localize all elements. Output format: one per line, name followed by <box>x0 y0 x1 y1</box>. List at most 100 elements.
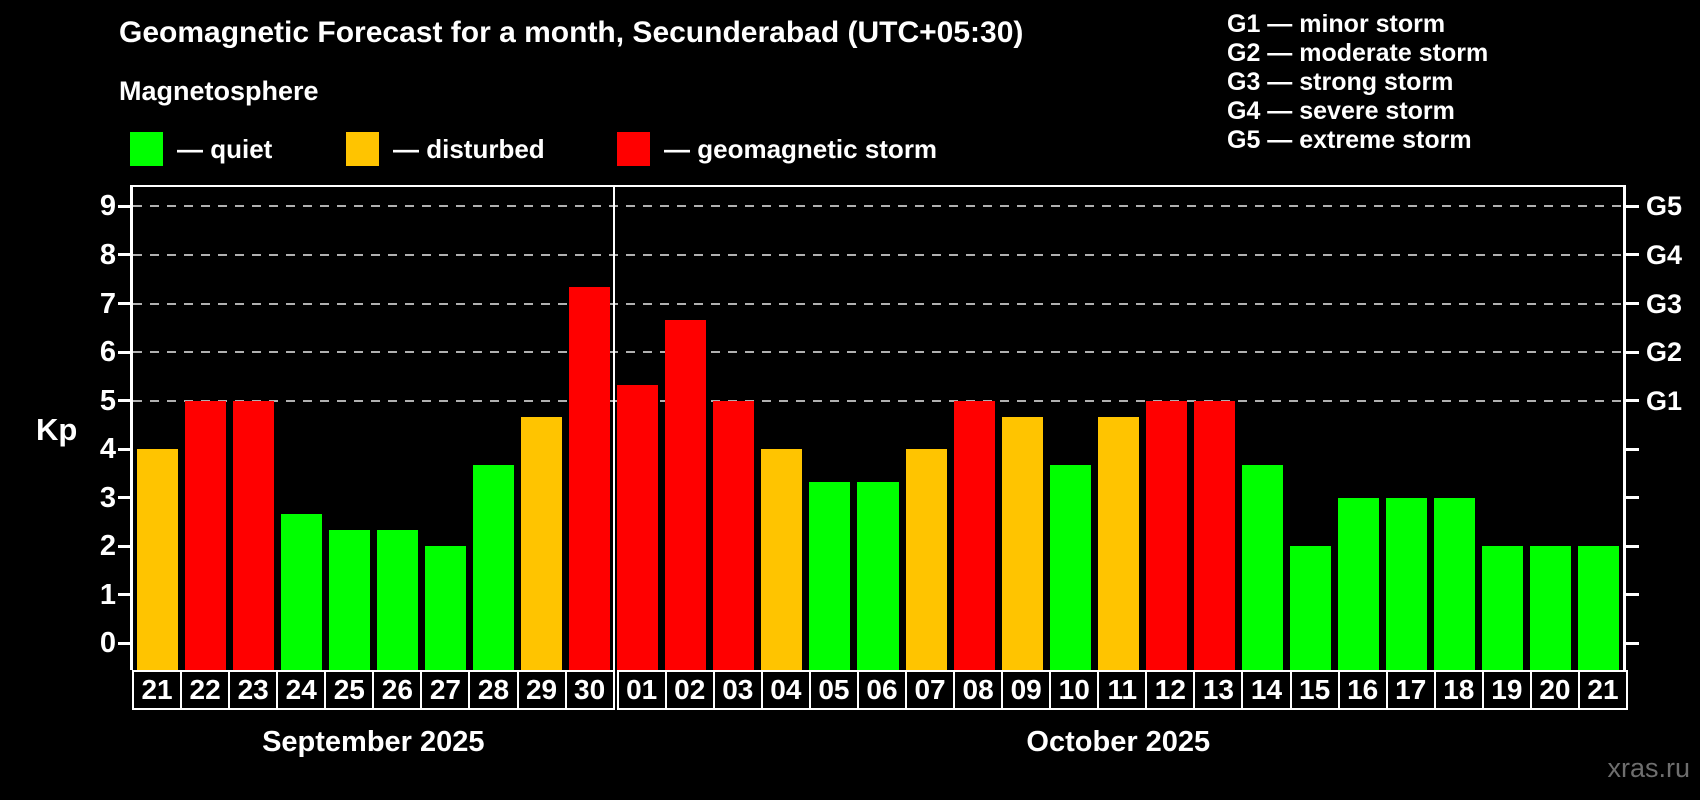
legend-label-disturbed: — disturbed <box>393 133 545 164</box>
y-axis-label-7: 7 <box>99 287 116 320</box>
kp-bar-day-04-disturbed <box>761 449 803 670</box>
kp-bar-day-01-storm <box>617 384 659 670</box>
g-legend-line-g2: G2 — moderate storm <box>1227 39 1489 67</box>
kp-bar-day-17-quiet <box>1386 497 1428 670</box>
day-label-oct-06: 06 <box>856 670 908 710</box>
kp-bar-day-06-quiet <box>857 481 899 670</box>
right-tick-kp-9 <box>1626 204 1639 208</box>
day-label-sep-23: 23 <box>228 670 279 710</box>
day-label-oct-12: 12 <box>1145 670 1196 710</box>
day-label-oct-21: 21 <box>1577 670 1628 710</box>
kp-bar-day-15-quiet <box>1290 546 1332 670</box>
right-axis-label-g4: G4 <box>1646 239 1683 270</box>
left-tick-kp-0 <box>118 641 131 645</box>
day-label-sep-27: 27 <box>420 670 471 710</box>
y-axis-label-1: 1 <box>99 578 116 611</box>
day-label-oct-09: 09 <box>1001 670 1052 710</box>
y-axis-label-8: 8 <box>99 238 116 271</box>
day-label-oct-16: 16 <box>1337 670 1388 710</box>
kp-bar-day-02-storm <box>665 319 707 670</box>
day-label-oct-10: 10 <box>1049 670 1100 710</box>
y-axis-label-3: 3 <box>99 481 116 514</box>
day-label-oct-05: 05 <box>808 670 859 710</box>
kp-bar-day-20-quiet <box>1530 546 1572 670</box>
right-tick-kp-6 <box>1626 350 1639 354</box>
legend-label-storm: — geomagnetic storm <box>664 133 938 164</box>
right-axis-label-g2: G2 <box>1646 337 1683 368</box>
day-label-sep-26: 26 <box>372 670 423 710</box>
kp-bar-day-14-quiet <box>1241 465 1284 670</box>
kp-bar-chart-plot-area <box>130 185 1626 670</box>
g-legend-line-g5: G5 — extreme storm <box>1227 126 1472 154</box>
day-label-oct-17: 17 <box>1385 670 1436 710</box>
left-tick-kp-7 <box>118 302 131 305</box>
day-label-oct-08: 08 <box>953 670 1004 710</box>
chart-subtitle: Magnetosphere <box>119 76 319 106</box>
y-axis-label-0: 0 <box>99 627 116 660</box>
xras-watermark: xras.ru <box>1607 753 1690 783</box>
right-axis-label-g3: G3 <box>1646 288 1683 319</box>
g-scale-legend: G1 — minor storm G2 — moderate storm G3 … <box>1227 10 1488 155</box>
disturbed-color-swatch <box>346 132 379 166</box>
kp-bar-day-26-quiet <box>376 530 418 670</box>
day-label-oct-03: 03 <box>712 670 763 710</box>
kp-bar-day-10-quiet <box>1049 465 1091 670</box>
quiet-color-swatch <box>130 132 163 166</box>
kp-bar-day-11-disturbed <box>1097 416 1139 670</box>
day-label-oct-01: 01 <box>616 670 667 710</box>
y-axis-label-5: 5 <box>99 384 116 417</box>
kp-bar-day-05-quiet <box>809 481 851 670</box>
g-legend-line-g3: G3 — strong storm <box>1227 68 1454 96</box>
y-axis-label-4: 4 <box>99 433 116 466</box>
kp-bar-day-09-disturbed <box>1001 416 1043 670</box>
month-label-0: September 2025 <box>262 726 485 758</box>
kp-bar-day-18-quiet <box>1434 497 1476 670</box>
right-tick-kp-2 <box>1626 544 1639 548</box>
month-label-1: October 2025 <box>1026 726 1211 758</box>
legend-item-storm: — geomagnetic storm <box>617 132 937 166</box>
right-tick-kp-3 <box>1626 496 1639 500</box>
left-tick-kp-4 <box>118 447 131 451</box>
left-tick-kp-8 <box>118 253 131 257</box>
left-tick-kp-2 <box>118 544 131 548</box>
left-tick-kp-1 <box>118 593 131 597</box>
left-tick-kp-6 <box>118 350 131 354</box>
kp-bar-day-03-storm <box>713 400 755 670</box>
day-label-oct-04: 04 <box>760 670 811 710</box>
legend-item-disturbed: — disturbed <box>346 132 545 166</box>
page-title: Geomagnetic Forecast for a month, Secund… <box>119 16 1024 49</box>
day-label-sep-29: 29 <box>516 670 567 710</box>
day-label-oct-02: 02 <box>664 670 715 710</box>
left-tick-kp-3 <box>118 496 131 500</box>
day-label-oct-19: 19 <box>1481 670 1532 710</box>
day-label-oct-20: 20 <box>1529 670 1580 710</box>
kp-bar-day-19-quiet <box>1482 546 1524 670</box>
right-tick-kp-1 <box>1626 593 1639 597</box>
legend-item-quiet: — quiet <box>130 132 272 166</box>
kp-bar-day-07-disturbed <box>905 449 947 670</box>
left-tick-kp-9 <box>118 204 131 208</box>
g-legend-line-g1: G1 — minor storm <box>1227 10 1446 38</box>
day-label-sep-24: 24 <box>276 670 327 710</box>
kp-bar-day-25-quiet <box>328 530 370 670</box>
right-axis-label-g1: G1 <box>1646 385 1683 416</box>
kp-bar-day-21-disturbed <box>136 449 178 670</box>
kp-bar-day-08-storm <box>953 400 995 670</box>
storm-color-swatch <box>617 132 650 166</box>
y-axis-label-9: 9 <box>99 190 116 223</box>
kp-bar-day-21-quiet <box>1578 546 1620 670</box>
kp-bar-day-22-storm <box>184 400 226 670</box>
kp-bar-day-16-quiet <box>1338 497 1380 670</box>
right-tick-kp-7 <box>1626 302 1639 305</box>
day-label-oct-18: 18 <box>1433 670 1484 710</box>
day-label-oct-07: 07 <box>905 670 956 710</box>
day-label-oct-15: 15 <box>1289 670 1340 710</box>
kp-bar-day-24-quiet <box>280 513 322 670</box>
day-label-oct-11: 11 <box>1097 670 1148 710</box>
right-axis-label-g5: G5 <box>1646 191 1683 222</box>
gridline-kp-8 <box>133 253 1623 256</box>
gridline-kp-7 <box>133 302 1623 305</box>
gridline-kp-5 <box>133 399 1623 402</box>
day-label-sep-21: 21 <box>132 670 183 710</box>
day-label-sep-30: 30 <box>564 670 615 710</box>
